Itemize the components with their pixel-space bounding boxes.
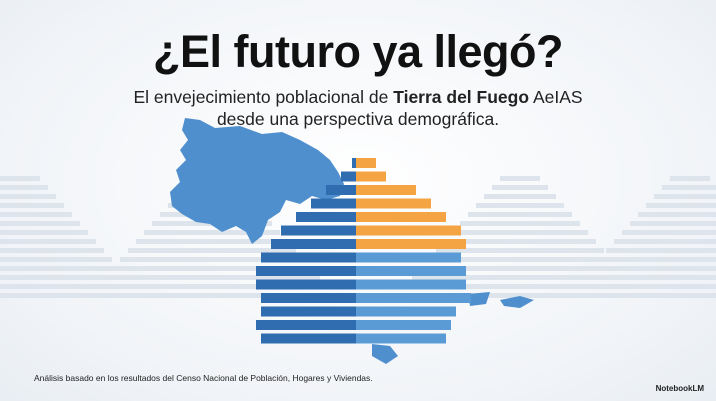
background-bar (0, 239, 96, 244)
background-bar (436, 248, 604, 253)
pyramid-bar-left (261, 333, 356, 344)
background-bar (460, 221, 580, 226)
background-bar (662, 185, 716, 190)
population-pyramid (256, 158, 471, 344)
pyramid-bar-right (356, 252, 461, 263)
background-bar (590, 266, 716, 271)
background-bar (582, 275, 716, 280)
background-bar (566, 293, 716, 298)
background-bar (638, 212, 716, 217)
subtitle: El envejecimiento poblacional de Tierra … (0, 86, 716, 130)
background-bar (0, 203, 64, 208)
brand: NotebookLM (655, 384, 704, 393)
background-bar (0, 275, 128, 280)
pyramid-bar-right (356, 225, 461, 236)
background-bar (0, 248, 104, 253)
background-bar (404, 284, 636, 289)
subtitle-highlight: Tierra del Fuego (393, 87, 530, 107)
pyramid-bar-left (341, 171, 356, 182)
background-bar (670, 176, 710, 181)
background-bar (606, 248, 716, 253)
background-bar (622, 230, 716, 235)
pyramid-bar-left (352, 158, 356, 168)
subtitle-text: desde una perspectiva demográfica. (216, 109, 500, 129)
background-bar (88, 293, 336, 298)
background-bar (96, 284, 328, 289)
pyramid-bar-right (356, 333, 446, 344)
background-bar (452, 230, 588, 235)
pyramid-bar-right (356, 279, 466, 290)
pyramid-bar-left (311, 198, 356, 209)
pyramid-bar-right (356, 185, 416, 195)
background-bar (500, 176, 540, 181)
background-bar (112, 266, 312, 271)
background-bar (396, 293, 644, 298)
pyramid-bar-right (356, 293, 471, 303)
subtitle-text: El envejecimiento poblacional de (133, 87, 389, 107)
footnote: Análisis basado en los resultados del Ce… (34, 373, 373, 383)
background-bar (0, 266, 120, 271)
pyramid-bar-right (356, 198, 431, 209)
background-bar (476, 203, 564, 208)
background-bar (444, 239, 596, 244)
map-island (372, 292, 534, 364)
background-bar (0, 284, 136, 289)
background-bar (0, 194, 56, 199)
background-bar (428, 257, 612, 262)
background-bar (468, 212, 572, 217)
background-bar (492, 185, 548, 190)
pyramid-bar-right (356, 171, 386, 182)
pyramid-bar-left (261, 293, 356, 303)
background-bar (484, 194, 556, 199)
pyramid-bar-left (256, 320, 356, 330)
background-bar (0, 185, 48, 190)
background-bar (144, 230, 280, 235)
background-bar (646, 203, 716, 208)
pyramid-bar-left (281, 225, 356, 236)
pyramid-bar-right (356, 239, 466, 249)
title: ¿El futuro ya llegó? (152, 26, 564, 77)
subtitle-text: AeIAS (532, 87, 583, 107)
pyramid-bar-right (356, 320, 451, 330)
background-bar (420, 266, 620, 271)
background-bar (0, 257, 112, 262)
background-bar (598, 257, 716, 262)
background-bar (0, 212, 72, 217)
background-bar (120, 257, 304, 262)
background-bar (104, 275, 320, 280)
background-bar (128, 248, 296, 253)
background-bar (654, 194, 716, 199)
map-silhouette (170, 118, 344, 244)
pyramid-bar-right (356, 212, 446, 222)
pyramid-bar-left (256, 266, 356, 276)
background-bar (574, 284, 716, 289)
background-bar (0, 221, 80, 226)
pyramid-bar-left (326, 185, 356, 195)
background-bar (0, 176, 40, 181)
pyramid-bar-left (261, 252, 356, 263)
pyramid-bar-right (356, 306, 456, 317)
pyramid-bar-left (261, 306, 356, 317)
background-bar (630, 221, 716, 226)
background-bar (0, 293, 144, 298)
background-bar (0, 230, 88, 235)
pyramid-bar-right (356, 266, 466, 276)
background-bar (614, 239, 716, 244)
pyramid-bar-left (271, 239, 356, 249)
pyramid-bar-left (296, 212, 356, 222)
pyramid-bar-right (356, 158, 376, 168)
background-bar (136, 239, 288, 244)
background-bar (412, 275, 628, 280)
pyramid-bar-left (256, 279, 356, 290)
